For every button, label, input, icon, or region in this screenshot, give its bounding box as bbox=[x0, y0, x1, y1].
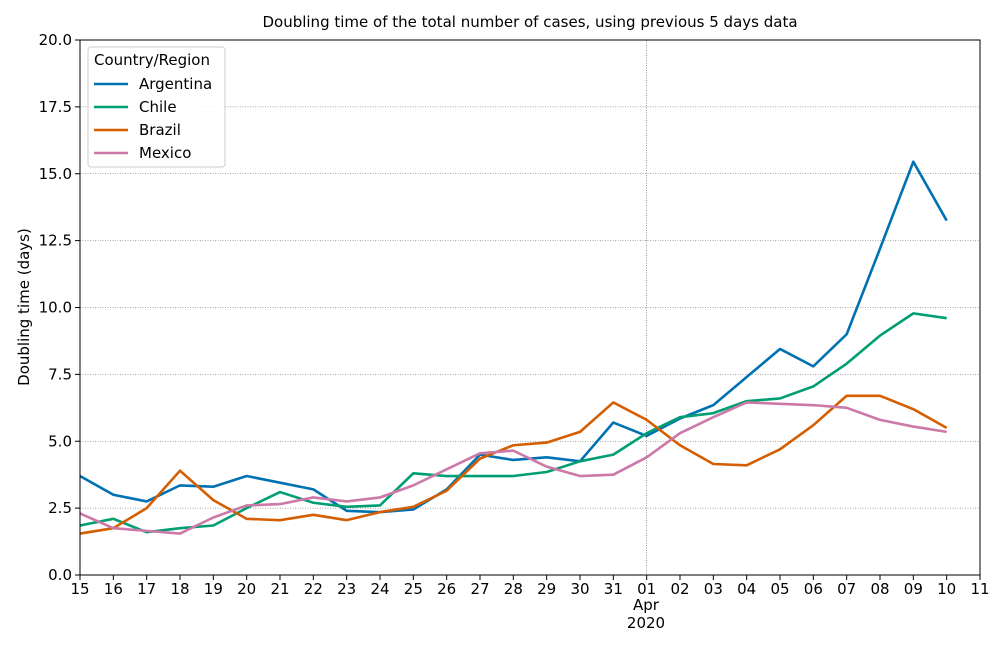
x-tick-label: 27 bbox=[470, 580, 489, 598]
chart-title: Doubling time of the total number of cas… bbox=[262, 13, 797, 31]
x-tick-label: 06 bbox=[804, 580, 823, 598]
legend-label-brazil: Brazil bbox=[139, 121, 181, 139]
x-tick-label: 18 bbox=[170, 580, 189, 598]
series-line-mexico bbox=[79, 401, 947, 535]
x-tick-label: 02 bbox=[670, 580, 689, 598]
x-tick-label: 31 bbox=[604, 580, 623, 598]
x-tick-label: 16 bbox=[104, 580, 123, 598]
y-tick-label: 17.5 bbox=[39, 98, 72, 116]
y-tick-label: 0.0 bbox=[48, 566, 72, 584]
x-tick-label: 07 bbox=[837, 580, 856, 598]
x-tick-label: 08 bbox=[870, 580, 889, 598]
x-tick-label: 19 bbox=[204, 580, 223, 598]
series-line-chile bbox=[79, 312, 947, 534]
x-year-label: 2020 bbox=[627, 614, 665, 632]
legend-label-argentina: Argentina bbox=[139, 75, 212, 93]
y-axis: 0.0 2.5 5.0 7.5 10.0 12.5 15.0 17.5 20.0 bbox=[39, 31, 80, 584]
x-tick-label: 09 bbox=[904, 580, 923, 598]
y-tick-label: 12.5 bbox=[39, 232, 72, 250]
x-tick-label: 21 bbox=[270, 580, 289, 598]
x-tick-label: 05 bbox=[770, 580, 789, 598]
y-tick-label: 10.0 bbox=[39, 299, 72, 317]
x-tick-label: 20 bbox=[237, 580, 256, 598]
y-tick-label: 5.0 bbox=[48, 432, 72, 450]
series-layer bbox=[79, 160, 948, 535]
x-tick-label: 17 bbox=[137, 580, 156, 598]
series-line-brazil bbox=[79, 394, 948, 535]
x-tick-label: 10 bbox=[937, 580, 956, 598]
x-tick-label: 30 bbox=[570, 580, 589, 598]
y-tick-label: 20.0 bbox=[39, 31, 72, 49]
x-tick-label: 24 bbox=[370, 580, 389, 598]
x-tick-label: 15 bbox=[70, 580, 89, 598]
legend: Country/Region Argentina Chile Brazil Mexic… bbox=[87, 46, 226, 168]
series-line-argentina bbox=[79, 160, 948, 514]
y-tick-label: 15.0 bbox=[39, 165, 72, 183]
y-axis-label: Doubling time (days) bbox=[15, 228, 33, 386]
x-tick-label: 23 bbox=[337, 580, 356, 598]
x-tick-label: 25 bbox=[404, 580, 423, 598]
x-tick-label: 04 bbox=[737, 580, 756, 598]
y-tick-label: 2.5 bbox=[48, 499, 72, 517]
x-axis: 15 16 17 18 19 20 21 22 23 24 25 26 27 28 29 30 31 01 02 03… bbox=[70, 575, 990, 598]
x-tick-label: 28 bbox=[504, 580, 523, 598]
x-tick-label: 11 bbox=[970, 580, 989, 598]
y-tick-label: 7.5 bbox=[48, 365, 72, 383]
legend-title: Country/Region bbox=[94, 51, 210, 69]
x-tick-label: 03 bbox=[704, 580, 723, 598]
legend-label-chile: Chile bbox=[139, 98, 177, 116]
legend-entries: Argentina Chile Brazil Mexico bbox=[94, 75, 212, 162]
x-month-label: Apr bbox=[633, 596, 660, 614]
x-tick-label: 01 bbox=[637, 580, 656, 598]
legend-label-mexico: Mexico bbox=[139, 144, 191, 162]
x-tick-label: 26 bbox=[437, 580, 456, 598]
grid-layer bbox=[80, 40, 980, 575]
x-tick-label: 29 bbox=[537, 580, 556, 598]
legend-box bbox=[87, 46, 226, 168]
x-tick-label: 22 bbox=[304, 580, 323, 598]
